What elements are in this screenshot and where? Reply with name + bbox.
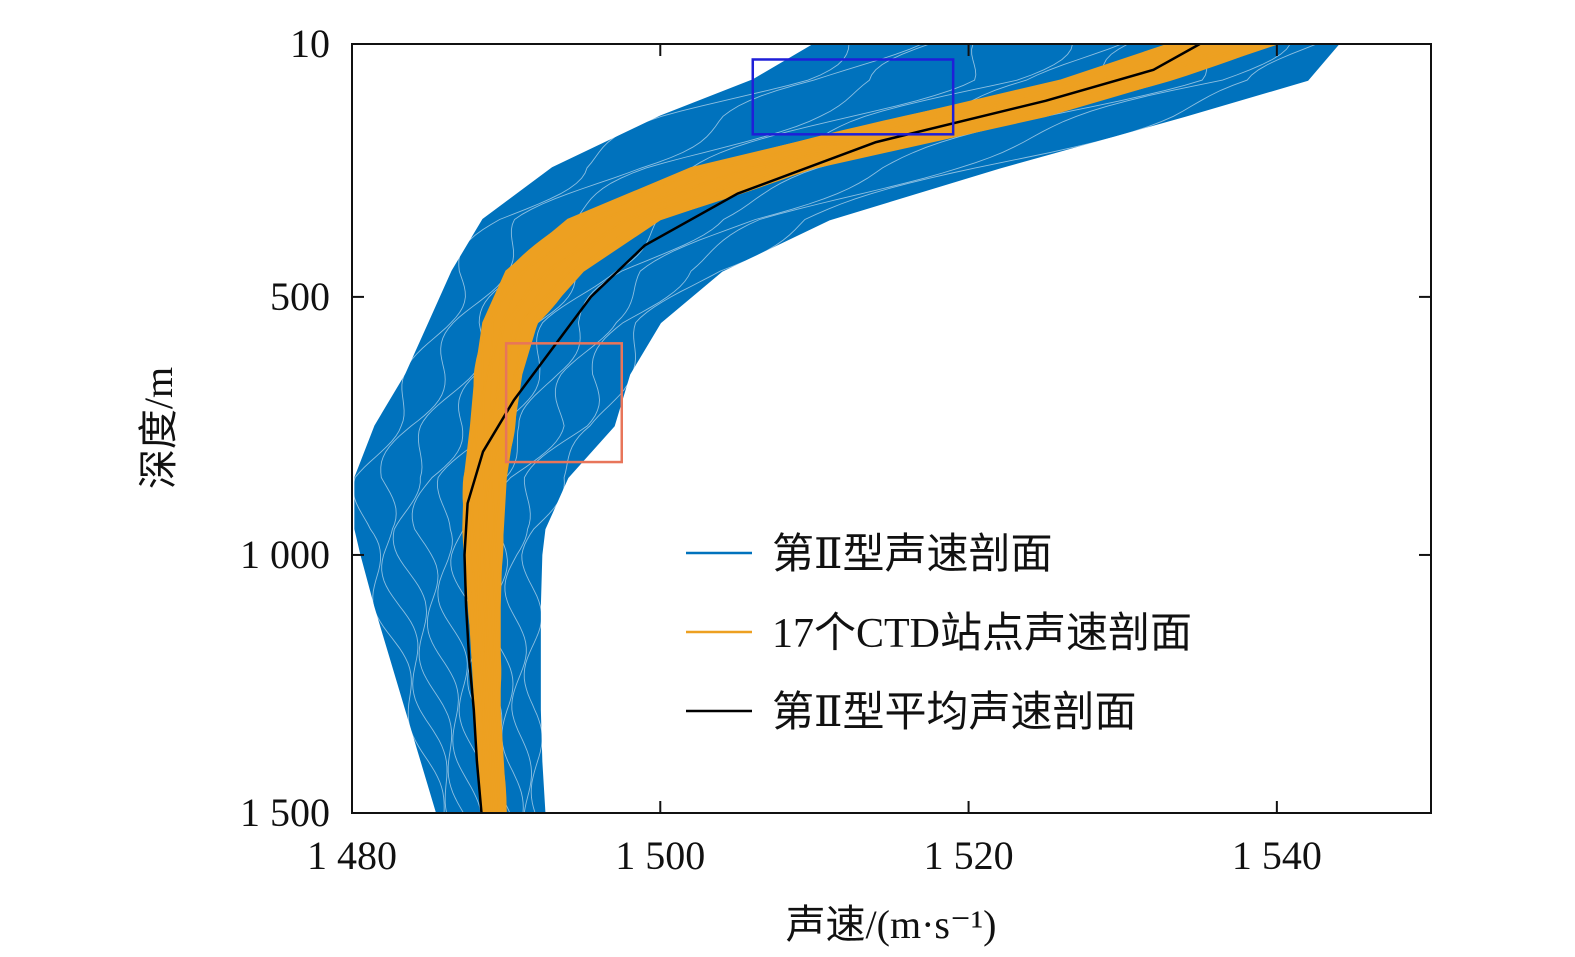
series-1-profile-11 [496,44,1274,813]
y-tick-label: 1 500 [240,790,330,835]
series-0-profile-8 [504,44,1291,813]
series-0-profile-7 [489,44,1208,813]
series-line-2 [463,44,1201,813]
y-tick-label: 1 000 [240,532,330,577]
highlight-box-0 [751,58,955,136]
series-1-profile-2 [468,44,1189,813]
legend-label-0: 第Ⅱ型声速剖面 [772,532,1053,578]
y-tick-label: 500 [270,274,330,319]
series-0-profile-2 [392,44,930,813]
series-1-profile-9 [490,44,1256,813]
series-0-profile-9 [521,44,1317,813]
x-tick-label: 1 520 [924,833,1014,878]
series-1-profile-6 [481,44,1223,813]
series-0-profile-1 [380,44,923,813]
series-1-profile-3 [471,44,1196,813]
plot-area [352,44,1340,813]
x-tick-label: 1 540 [1232,833,1322,878]
legend-label-2: 第Ⅱ型平均声速剖面 [772,690,1137,736]
plot-frame [351,43,1432,814]
series-0-profile-0 [352,44,850,813]
highlight-box-1 [504,342,623,464]
x-axis-title: 声速/(m·s⁻¹) [786,902,997,947]
y-axis-title: 深度/m [136,367,181,489]
x-tick-label: 1 500 [615,833,705,878]
legend-label-1: 17个CTD站点声速剖面 [772,611,1192,657]
x-tick-label: 1 480 [307,833,397,878]
y-tick-label: 10 [290,21,330,66]
series-band-1 [462,44,1278,813]
